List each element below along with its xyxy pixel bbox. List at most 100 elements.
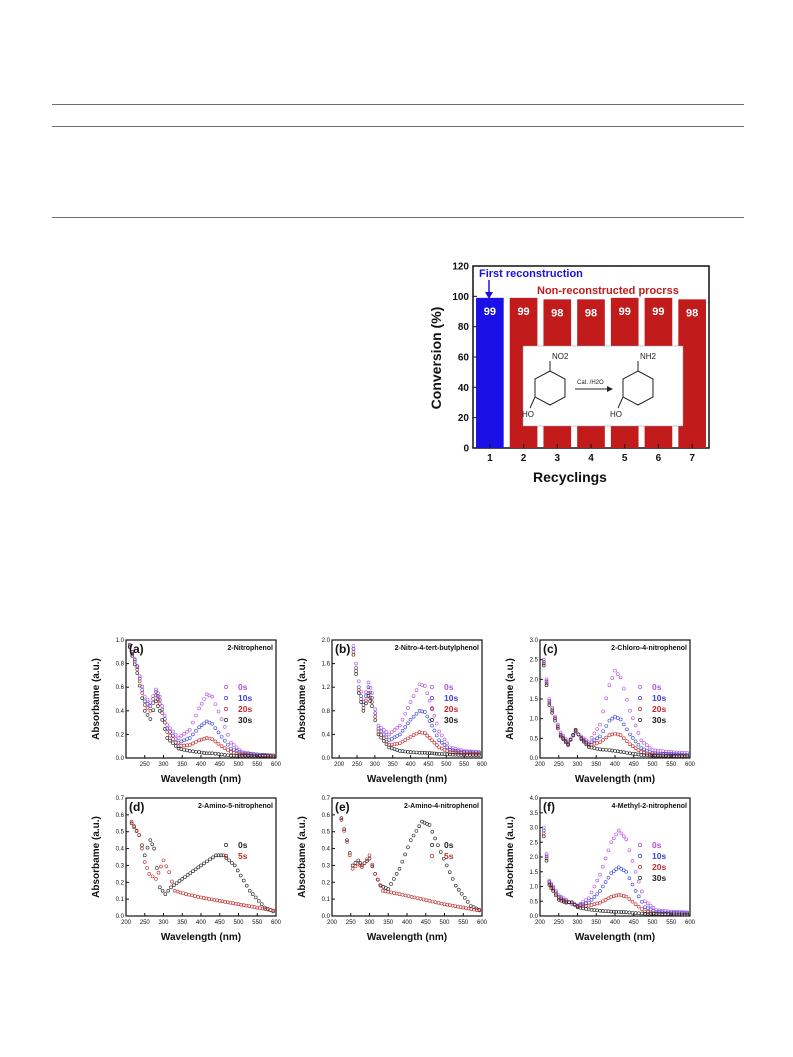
data-point [163, 892, 168, 896]
data-point [142, 709, 147, 713]
data-point [677, 754, 682, 759]
data-point [137, 679, 142, 684]
panel-frame [331, 797, 483, 917]
x-tick-label: 200 [535, 920, 546, 926]
x-tick-label: 450 [629, 762, 640, 768]
data-point [618, 717, 623, 722]
data-point [618, 733, 623, 737]
panel-label: (f) [543, 800, 555, 814]
data-point [611, 909, 616, 914]
data-point [664, 754, 668, 758]
data-point [550, 710, 554, 715]
data-point [154, 693, 158, 698]
data-point [624, 869, 629, 874]
data-point [541, 661, 546, 666]
data-point [395, 734, 399, 738]
legend-entry: 10s [652, 851, 666, 861]
data-point [390, 730, 394, 734]
recycling-bar-chart: 99 99 98 98 99 99 98 0 20 40 60 80 100 120 1 2 3 4 5 6 7 Re… [428, 262, 710, 485]
data-point [171, 737, 175, 741]
data-point [253, 895, 258, 900]
data-point [436, 843, 440, 848]
data-point [661, 754, 666, 758]
data-point [378, 883, 382, 887]
data-point [406, 706, 410, 710]
data-point [373, 718, 378, 723]
data-point [645, 743, 649, 748]
data-point [368, 690, 373, 695]
y-tick-label: 0.4 [322, 847, 331, 853]
data-point [556, 722, 560, 727]
data-point [581, 738, 586, 743]
data-point [437, 729, 441, 734]
data-point [157, 698, 162, 702]
data-point [403, 749, 408, 754]
legend-entry: 5s [444, 851, 454, 861]
y-tick-label: 1.6 [322, 662, 331, 668]
data-point [642, 740, 646, 745]
data-point [370, 864, 375, 869]
data-point [611, 869, 616, 874]
y-tick-label: 0.5 [530, 899, 539, 905]
x-axis-label: Wavelength (nm) [161, 774, 241, 785]
data-point [619, 893, 624, 898]
data-point [442, 737, 447, 742]
legend-marker [638, 865, 642, 869]
data-point [381, 728, 386, 732]
data-point [140, 843, 144, 848]
data-point [170, 879, 174, 884]
x-tick-label: 200 [535, 762, 546, 768]
data-point [544, 852, 549, 856]
data-point [199, 723, 204, 728]
data-point [674, 754, 679, 758]
data-point [148, 704, 153, 708]
panel-label: (d) [129, 800, 144, 814]
y-axis-label: Absorbame (a.u.) [91, 658, 102, 740]
x-tick-label: 500 [647, 920, 658, 926]
data-point [145, 845, 150, 850]
x-tick-label: 400 [406, 762, 417, 768]
data-point [356, 858, 361, 863]
data-point [366, 685, 371, 690]
data-point [566, 743, 570, 747]
legend-marker [224, 854, 228, 858]
data-point [610, 676, 614, 680]
y-tick-label: 0.4 [116, 847, 125, 853]
legend-marker [224, 696, 228, 700]
data-point [130, 653, 135, 658]
y-tick-label: 2.0 [530, 677, 539, 683]
x-tick-label: 1 [487, 453, 493, 464]
data-point [222, 738, 227, 743]
data-point [603, 856, 608, 861]
data-point [601, 884, 605, 889]
panel-label: (b) [335, 642, 350, 656]
data-point [219, 853, 223, 858]
legend-entry: 30s [238, 715, 252, 725]
data-point [541, 659, 546, 664]
data-point [365, 857, 369, 862]
x-tick-label: 550 [252, 920, 263, 926]
data-point [604, 724, 609, 728]
data-point [348, 853, 352, 858]
data-point [167, 870, 171, 874]
legend-entry: 10s [444, 693, 458, 703]
data-point [547, 697, 552, 701]
data-point [370, 700, 374, 704]
data-point [137, 683, 142, 688]
data-point [160, 888, 165, 893]
data-point [395, 725, 399, 730]
data-point [601, 864, 605, 869]
legend-marker [638, 876, 642, 880]
data-point [213, 702, 218, 706]
panel-frame [125, 639, 277, 759]
data-point [213, 739, 218, 744]
table-top-rule [52, 104, 744, 105]
data-point [627, 897, 632, 901]
data-point [162, 713, 167, 718]
data-point [210, 737, 215, 741]
y-tick-label: 0.5 [322, 830, 331, 836]
y-tick-label: 80 [458, 322, 470, 333]
data-point [353, 864, 358, 869]
y-tick-label: 0.2 [322, 880, 331, 886]
legend-entry: 30s [444, 715, 458, 725]
